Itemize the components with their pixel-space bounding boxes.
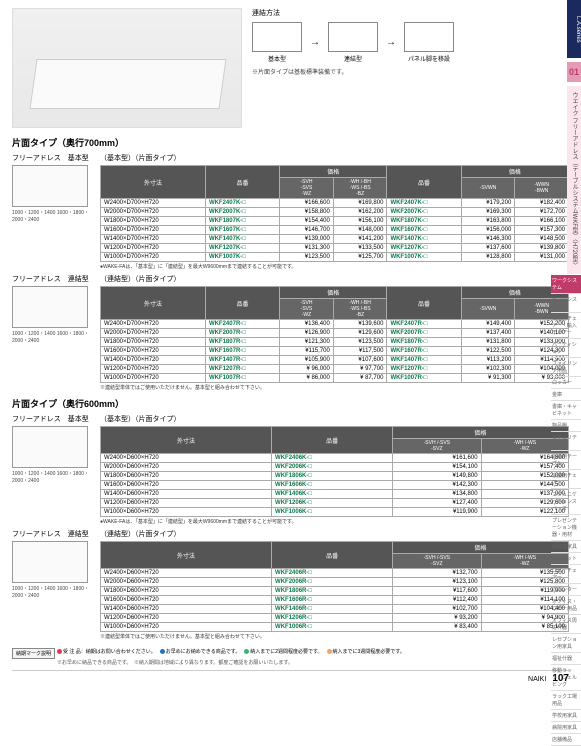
category-item: パーティション <box>551 339 581 358</box>
s2b-sub: （基本型）（片面タイプ） <box>100 414 569 424</box>
category-item: デスクシステム <box>551 294 581 313</box>
s1l-left-label: フリーアドレス 連結型 <box>12 274 94 284</box>
category-sidebar: ワークシステムデスクシステム事務用チェアー・輸入チェアーパーティションファイリン… <box>551 275 581 746</box>
page-footer: NAIKI 107 <box>12 670 569 684</box>
s2b-dims: 1000・1200・1400 1600・1800・2000・2400 <box>12 470 94 484</box>
category-item: 移動ラック・シェルビング <box>551 665 581 691</box>
s2l-diagram <box>12 541 88 583</box>
category-item: 学校用家具 <box>551 710 581 722</box>
legend-label: 納期マーク説明 <box>12 648 55 659</box>
section1-basic: フリーアドレス 基本型 1000・1200・1400 1600・1800・200… <box>12 153 569 270</box>
category-item: レセプション用家具 <box>551 634 581 653</box>
s1b-diagram <box>12 165 88 207</box>
category-item: セキュリティ用品 <box>551 432 581 451</box>
category-item: 役員室家具 <box>551 541 581 553</box>
s2l-note: ※連結型単体ではご使用いただけません。基本型と組み合わせて下さい。 <box>100 633 569 640</box>
category-item: 会議用チェアー <box>551 470 581 489</box>
legend-item: 納入までに3週間程度必要です。 <box>327 648 405 655</box>
hero-row: 連結方法 基本型 → 連結型 → パネル脚を移設 ※片面タイプは基板標準装備です… <box>12 8 569 128</box>
s2l-dims: 1000・1200・1400 1600・1800・2000・2400 <box>12 585 94 599</box>
panel-note: パネル脚を移設 <box>404 54 454 63</box>
category-item: 福祉什器 <box>551 653 581 665</box>
s1b-sub: （基本型）（片面タイプ） <box>100 153 569 163</box>
arrow-icon: → <box>386 37 396 48</box>
category-item: オフィス周辺什器 <box>551 615 581 634</box>
product-photo <box>12 8 242 128</box>
category-item: カウンター <box>551 584 581 596</box>
s1l-note: ※連結型単体ではご使用いただけません。基本型と組み合わせて下さい。 <box>100 384 569 391</box>
table-s2-basic: 外寸法品番価格-SVH /-SVS-SVZ-WH /-WS-WZW2400×D6… <box>100 426 569 517</box>
category-item: 物品棚 <box>551 420 581 432</box>
legend-item: 受 注 品：納期はお問い合わせください。 <box>57 648 156 655</box>
side-section-num: 01 <box>567 62 581 82</box>
arrow-icon: → <box>310 37 320 48</box>
s2b-left-label: フリーアドレス 基本型 <box>12 414 94 424</box>
category-item: ファイリング用品 <box>551 358 581 377</box>
section2-link: フリーアドレス 連結型 1000・1200・1400 1600・1800・200… <box>12 529 569 640</box>
s2b-diagram <box>12 426 88 468</box>
footer-brand: NAIKI <box>528 676 546 683</box>
s2l-left-label: フリーアドレス 連結型 <box>12 529 94 539</box>
category-item: オフィス・ロビー用品 <box>551 596 581 615</box>
mini-label-basic: 基本型 <box>252 54 302 63</box>
legend-note: ※お早めに納品できる商品です。 ※納入期間は地域により異なります。都度ご確認をお… <box>57 659 569 666</box>
category-item: 金庫 <box>551 389 581 401</box>
s2b-note: ●WAKE-FAは、「基本型」に「連結型」を最大W9600mmまで連結することが… <box>100 518 569 525</box>
table-s1-link: 外寸法品番価格品番価格-SVH-SVS-WZ-WH /-BH-WS /-BS-B… <box>100 286 569 383</box>
side-title: ウエイク フリーアドレス（テーブルシステムWKF型）〈H720型〉 <box>567 86 581 274</box>
category-item: ワークシステム <box>551 275 581 294</box>
s1b-left-label: フリーアドレス 基本型 <box>12 153 94 163</box>
s1b-dims: 1000・1200・1400 1600・1800・2000・2400 <box>12 209 94 223</box>
section1-title: 片面タイプ（奥行700mm） <box>12 136 569 149</box>
category-item: コミュニケーションスペース <box>551 489 581 515</box>
hero-note: ※片面タイプは基板標準装備です。 <box>252 67 569 76</box>
s1l-dims: 1000・1200・1400 1600・1800・2000・2400 <box>12 330 94 344</box>
category-item: ロビーチェアー <box>551 565 581 584</box>
legend-item: 納入までに2週間程度必要です。 <box>244 648 322 655</box>
table-s1-basic: 外寸法品番価格品番価格-SVH-SVS-WZ-WH /-BH-WS /-BS-B… <box>100 165 569 262</box>
category-item: 応接セット <box>551 553 581 565</box>
category-item: 店舗備品 <box>551 734 581 746</box>
legend-row: 納期マーク説明 受 注 品：納期はお問い合わせください。お早めにお納めできる商品… <box>12 648 569 666</box>
s2l-sub: （連結型）（片面タイプ） <box>100 529 569 539</box>
s1l-diagram <box>12 286 88 328</box>
category-item: 会議用テーブル <box>551 451 581 470</box>
category-item: ラック工場用品 <box>551 691 581 710</box>
side-tab: L.A.series <box>567 0 581 58</box>
connect-title: 連結方法 <box>252 8 569 18</box>
category-item: 事務用チェアー・輸入チェアー <box>551 313 581 339</box>
connect-diagram: 基本型 → 連結型 → パネル脚を移設 <box>252 22 569 63</box>
mini-label-link: 連結型 <box>328 54 378 63</box>
section2-basic: フリーアドレス 基本型 1000・1200・1400 1600・1800・200… <box>12 414 569 525</box>
s1b-note: ●WAKE-FAは、「基本型」に「連結型」を最大W9600mmまで連結することが… <box>100 263 569 270</box>
s1l-sub: （連結型）（片面タイプ） <box>100 274 569 284</box>
category-item: 病院用家具 <box>551 722 581 734</box>
section1-link: フリーアドレス 連結型 1000・1200・1400 1600・1800・200… <box>12 274 569 391</box>
section2-title: 片面タイプ（奥行600mm） <box>12 397 569 410</box>
legend-item: お早めにお納めできる商品です。 <box>160 648 240 655</box>
category-item: 書庫・キャビネット <box>551 401 581 420</box>
category-item: ロッカー <box>551 377 581 389</box>
table-s2-link: 外寸法品番価格-SVH /-SVS-SVZ-WH /-WS-WZW2400×D6… <box>100 541 569 632</box>
category-item: プレゼンテーション機器・用材 <box>551 515 581 541</box>
